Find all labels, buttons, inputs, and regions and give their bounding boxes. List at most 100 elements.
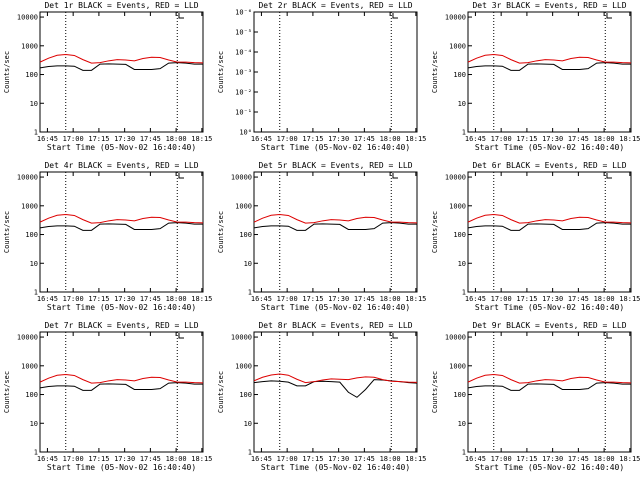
panel-title: Det 7r BLACK = Events, RED = LLD [44,321,198,330]
x-axis-label: Start Time (05-Nov-02 16:40:40) [475,463,624,472]
y-tick-label: 1 [462,289,466,297]
x-tick-label: 17:00 [63,135,84,143]
y-tick-label: 10000 [231,334,252,342]
panel-title: Det 4r BLACK = Events, RED = LLD [44,161,198,170]
x-tick-label: 18:00 [166,455,187,463]
x-tick-label: 17:15 [516,295,537,303]
x-tick-label: 16:45 [37,135,58,143]
x-tick-label: 16:45 [251,295,272,303]
y-tick-label: 10⁻³ [235,69,252,77]
x-tick-label: 16:45 [465,295,486,303]
y-tick-label: 1 [462,449,466,457]
x-tick-label: 17:45 [354,135,375,143]
panel-title: Det 5r BLACK = Events, RED = LLD [258,161,412,170]
x-tick-label: 17:45 [140,295,161,303]
x-tick-label: 18:15 [405,135,426,143]
y-tick-label: 10000 [445,334,466,342]
y-tick-label: 10 [244,260,252,268]
panel-det5r: Det 5r BLACK = Events, RED = LLD 16:45 17:… [217,161,426,312]
panel-det7r: Det 7r BLACK = Events, RED = LLD 16:45 17:… [3,321,212,472]
y-axis-label: Counts/sec [3,371,11,413]
panel-det3r: Det 3r BLACK = Events, RED = LLD 16:45 17:… [431,1,640,152]
x-tick-label: 17:00 [277,135,298,143]
x-tick-label: 17:30 [328,135,349,143]
series-lld [467,373,632,384]
y-tick-label: 1 [248,449,252,457]
interval-marker [392,13,398,19]
x-tick-label: 16:45 [37,455,58,463]
y-tick-label: 10 [30,260,38,268]
series-events [39,222,203,231]
y-tick-label: 10000 [445,14,466,22]
plot-frame [467,171,632,293]
series-events [467,222,631,231]
x-tick-label: 17:15 [88,135,109,143]
y-tick-label: 10⁻⁴ [235,49,252,57]
y-tick-label: 1 [34,129,38,137]
panel-title: Det 2r BLACK = Events, RED = LLD [258,1,412,10]
x-tick-label: 17:00 [63,295,84,303]
x-tick-label: 17:30 [542,295,563,303]
x-axis-label: Start Time (05-Nov-02 16:40:40) [261,463,410,472]
x-tick-label: 18:15 [619,135,640,143]
x-tick-label: 16:45 [465,455,486,463]
plot-frame [467,331,632,453]
plot-frame [253,171,418,293]
interval-marker [178,173,184,179]
x-axis-label: Start Time (05-Nov-02 16:40:40) [475,303,624,312]
series-events [467,382,631,391]
panel-det1r: Det 1r BLACK = Events, RED = LLD 16:45 17:… [3,1,212,152]
y-axis-label: Counts/sec [3,211,11,253]
x-axis-label: Start Time (05-Nov-02 16:40:40) [47,303,196,312]
x-tick-label: 17:15 [516,135,537,143]
panel-det6r: Det 6r BLACK = Events, RED = LLD 16:45 17:… [431,161,640,312]
plot-frame [253,331,418,453]
x-tick-label: 17:45 [354,295,375,303]
panel-det8r: Det 8r BLACK = Events, RED = LLD 16:45 17:… [217,321,426,472]
y-tick-label: 10000 [445,174,466,182]
y-tick-label: 1000 [449,42,466,50]
y-tick-label: 10⁰ [239,129,252,137]
x-tick-label: 17:00 [277,295,298,303]
series-lld [253,213,418,224]
y-axis-label: Counts/sec [3,51,11,93]
interval-marker [606,13,612,19]
x-tick-label: 17:30 [542,455,563,463]
y-tick-label: 100 [453,71,466,79]
x-tick-label: 18:00 [166,135,187,143]
y-axis-label: Counts/sec [217,51,225,93]
series-lld [39,373,204,384]
x-tick-label: 18:15 [405,455,426,463]
x-tick-label: 18:00 [380,295,401,303]
y-tick-label: 10 [458,100,466,108]
x-tick-label: 16:45 [251,455,272,463]
y-tick-label: 10⁻⁶ [235,9,252,17]
x-tick-label: 18:15 [619,295,640,303]
x-tick-label: 16:45 [251,135,272,143]
series-lld [39,53,204,64]
y-tick-label: 10000 [231,174,252,182]
x-tick-label: 17:15 [302,295,323,303]
x-tick-label: 18:00 [594,455,615,463]
x-tick-label: 17:45 [140,135,161,143]
y-tick-label: 10 [458,420,466,428]
y-tick-label: 1000 [21,362,38,370]
panel-title: Det 8r BLACK = Events, RED = LLD [258,321,412,330]
plot-frame [253,11,418,133]
y-axis-label: Counts/sec [431,211,439,253]
y-axis-label: Counts/sec [217,211,225,253]
interval-marker [392,173,398,179]
y-tick-label: 10 [30,100,38,108]
x-tick-label: 17:45 [568,455,589,463]
y-tick-label: 1000 [21,42,38,50]
y-axis-label: Counts/sec [431,51,439,93]
x-tick-label: 18:15 [619,455,640,463]
panel-title: Det 3r BLACK = Events, RED = LLD [472,1,626,10]
x-axis-label: Start Time (05-Nov-02 16:40:40) [47,143,196,152]
x-tick-label: 16:45 [37,295,58,303]
plot-frame [39,331,204,453]
y-tick-label: 10⁻² [235,89,252,97]
y-tick-label: 10 [458,260,466,268]
x-axis-label: Start Time (05-Nov-02 16:40:40) [475,143,624,152]
y-tick-label: 1 [34,289,38,297]
